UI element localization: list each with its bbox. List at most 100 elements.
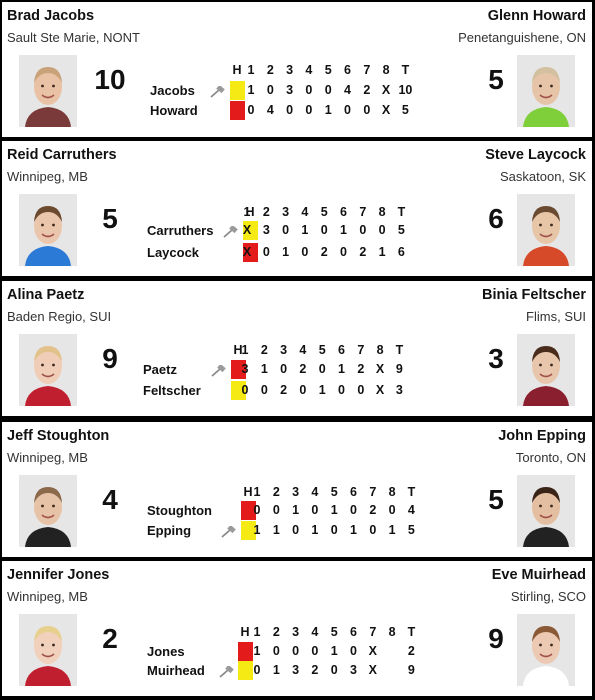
header-end-4: 4 [301,205,309,219]
header-end-8: 8 [376,343,384,357]
end-8-score: 0 [378,223,386,237]
game-card[interactable]: Reid Carruthers Winnipeg, MB Steve Laycock… [2,141,592,276]
linescore-table: H 1 2 3 4 5 6 7 8 T Stoughton 0 0 1 0 1 0 2 0 4 Epping 1 1 0 1 0 1… [2,422,592,557]
player1-name[interactable]: Jeff Stoughton [7,428,110,444]
player2-name[interactable]: Binia Feltscher [482,287,586,303]
game-card[interactable]: Brad Jacobs Sault Ste Marie, NONT Glenn Ho… [2,2,592,137]
header-end-5: 5 [330,485,338,499]
end-3-score: 0 [292,523,300,537]
end-7-score: 2 [357,362,365,376]
end-1-score: 0 [253,663,261,677]
player1-name[interactable]: Alina Paetz [7,287,85,303]
game-card[interactable]: Jeff Stoughton Winnipeg, MB John Epping Tor… [2,422,592,557]
header-total: T [397,205,406,219]
header-end-1: 1 [253,625,261,639]
header-end-1: 1 [241,343,249,357]
header-end-4: 4 [311,485,319,499]
player2-name[interactable]: Steve Laycock [485,147,586,163]
header-hammer: H [233,343,243,357]
red-stone-indicator [241,501,256,520]
end-8-score: 0 [388,503,396,517]
header-end-6: 6 [344,63,351,77]
linescore-table: H 1 2 3 4 5 6 7 8 T Paetz 3 1 0 2 0 1 2 X 9 Feltscher 0 0 2 0 1 0 0… [2,281,592,416]
player1-team-name: Carruthers [147,223,214,238]
header-end-4: 4 [311,625,319,639]
end-1-score: 0 [241,383,249,397]
avatar-icon [517,334,575,406]
end-4-score: 2 [311,663,319,677]
avatar-icon [517,194,575,266]
end-7-score: X [368,644,377,658]
player2-name[interactable]: John Epping [498,428,586,444]
end-5-score: 1 [324,103,332,117]
total-score: 6 [397,245,405,259]
end-2-score: 1 [260,362,268,376]
end-4-score: 2 [299,362,307,376]
header-end-6: 6 [350,625,357,639]
total-score: 5 [401,103,409,117]
end-2-score: 0 [266,83,274,97]
end-6-score: 0 [344,103,351,117]
end-1-score: 1 [253,644,261,658]
player1-score: 10 [94,64,126,95]
header-end-5: 5 [320,205,328,219]
header-hammer: H [232,63,242,77]
total-score: 10 [398,83,413,97]
header-hammer: H [243,485,253,499]
end-3-score: 3 [292,663,300,677]
player2-name[interactable]: Eve Muirhead [491,567,586,583]
end-7-score: X [368,663,377,677]
yellow-stone-indicator [241,521,256,540]
red-stone-indicator [238,642,253,661]
end-2-score: 4 [266,103,274,117]
end-2-score: 3 [262,223,270,237]
avatar-icon [19,475,77,547]
end-4-score: 1 [301,223,309,237]
player2-team-name: Epping [147,523,192,538]
player-photo [517,475,575,547]
header-end-2: 2 [266,63,274,77]
header-total: T [395,343,404,357]
game-card[interactable]: Jennifer Jones Winnipeg, MB Eve Muirhead St… [2,561,592,696]
header-end-7: 7 [369,485,377,499]
header-end-6: 6 [338,343,345,357]
header-end-5: 5 [318,343,326,357]
player1-location: Winnipeg, MB [7,169,88,184]
header-end-3: 3 [286,63,294,77]
end-8-score: X [381,103,391,117]
end-4-score: 0 [311,503,319,517]
end-1-score: 0 [253,503,261,517]
header-end-2: 2 [262,205,270,219]
end-5-score: 1 [318,383,326,397]
player2-name[interactable]: Glenn Howard [487,8,586,24]
end-6-score: 1 [350,523,357,537]
game-card[interactable]: Alina Paetz Baden Regio, SUI Binia Feltsch… [2,281,592,416]
player1-score: 4 [102,484,118,515]
player1-name[interactable]: Brad Jacobs [7,8,95,24]
player-photo [517,55,575,127]
player1-score: 5 [102,203,118,234]
hammer-icon [220,524,236,538]
header-end-3: 3 [292,625,300,639]
player2-team-name: Feltscher [143,383,201,398]
hammer-icon [210,363,226,377]
player2-score: 3 [488,343,504,374]
header-end-8: 8 [378,205,386,219]
end-5-score: 0 [318,362,326,376]
end-4-score: 0 [305,83,313,97]
header-hammer: H [245,205,255,219]
player1-name[interactable]: Reid Carruthers [7,147,117,163]
player1-name[interactable]: Jennifer Jones [7,567,110,583]
header-end-7: 7 [363,63,371,77]
end-7-score: 0 [363,103,371,117]
end-3-score: 1 [292,503,300,517]
player-photo [19,334,77,406]
end-3-score: 2 [280,383,288,397]
player1-team-name: Jones [147,644,185,659]
player-photo [517,194,575,266]
end-7-score: 2 [363,83,371,97]
player2-location: Toronto, ON [515,450,586,465]
header-end-5: 5 [330,625,338,639]
player2-team-name: Howard [150,103,198,118]
end-8-score: 1 [378,245,386,259]
